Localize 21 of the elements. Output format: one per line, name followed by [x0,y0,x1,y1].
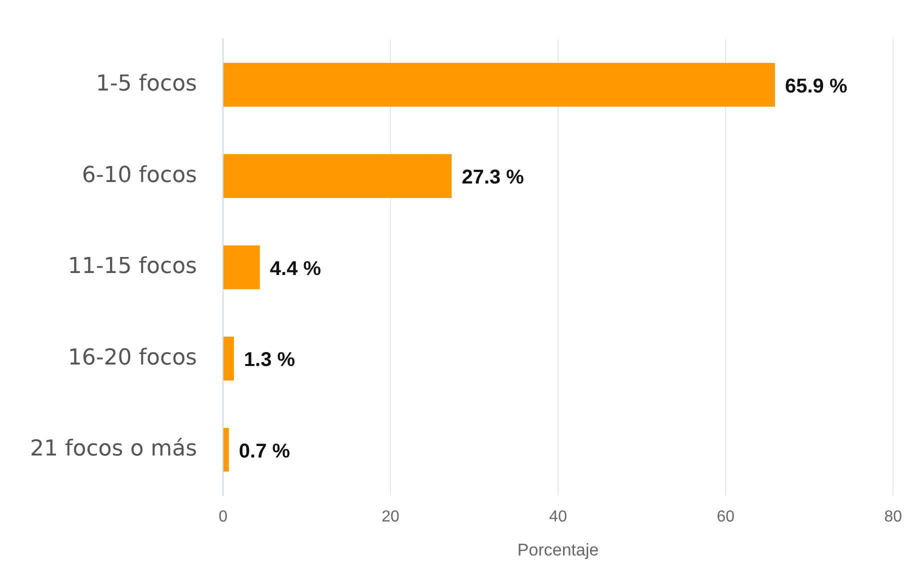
x-tick-label: 40 [549,508,568,526]
x-axis-title: Porcentaje [517,540,599,560]
y-tick-label: 16-20 focos [68,345,198,370]
y-tick-label: 1-5 focos [96,72,198,97]
data-label: 0.7 % [238,440,290,462]
data-label: 65.9 % [785,75,848,98]
bar [224,154,452,198]
data-label: 1.3 % [244,349,296,372]
x-tick-label: 60 [716,508,735,526]
y-tick-label: 6-10 focos [82,162,198,188]
data-label: 27.3 % [462,166,524,189]
y-tick-label: 11-15 focos [68,254,198,280]
bar [224,62,775,107]
x-tick-label: 80 [884,508,902,526]
x-tick-label: 20 [382,508,400,526]
bar [224,245,260,290]
bar [224,428,229,472]
bar [224,336,234,380]
data-label: 4.4 % [270,258,322,280]
y-tick-label: 21 focos o más [30,436,198,462]
x-tick-label: 0 [218,508,228,526]
